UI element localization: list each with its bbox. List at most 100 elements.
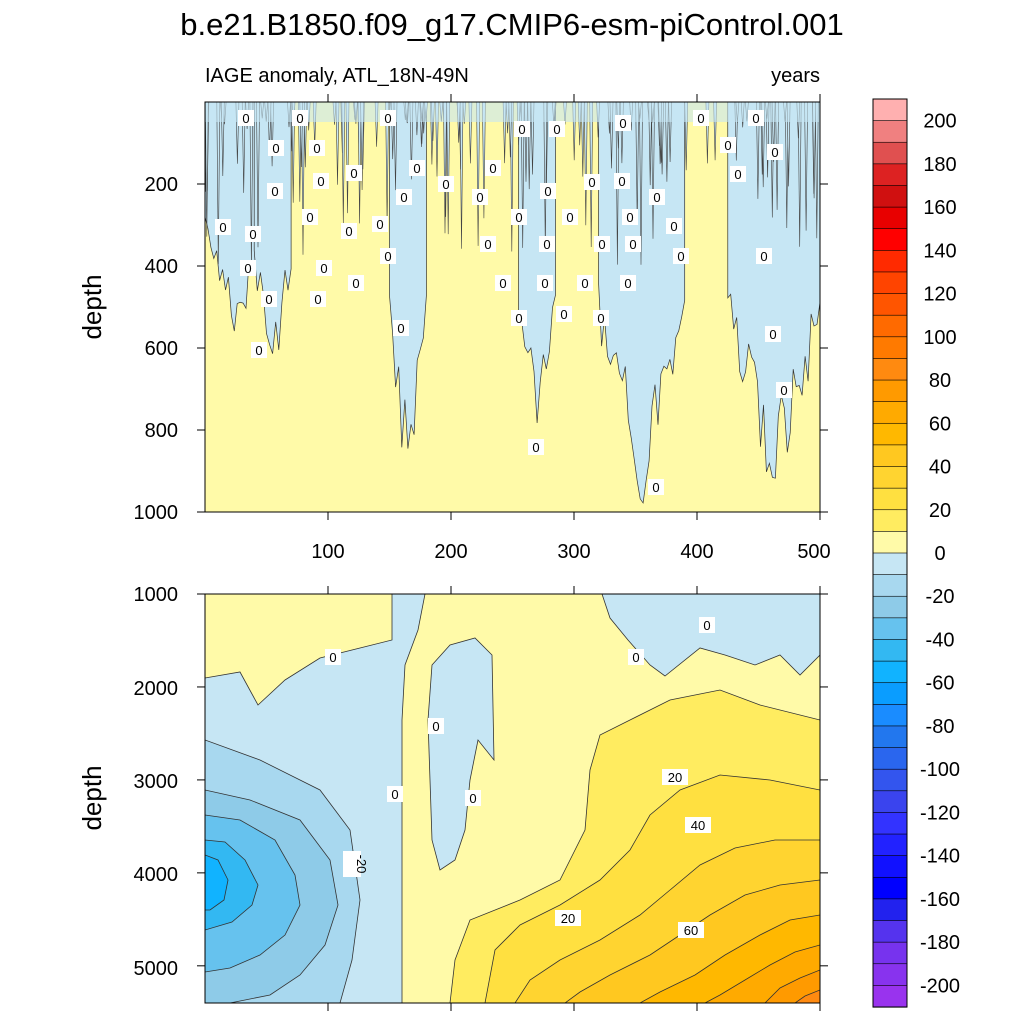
contour-spike [804,102,808,231]
svg-text:0: 0 [499,276,506,291]
contour-label: 0 [251,342,267,358]
svg-text:0: 0 [760,249,767,264]
upper-axis-ticks [197,94,828,520]
colorbar-cell [872,336,908,360]
contour-label: 0 [562,209,578,225]
svg-text:0: 0 [697,111,704,126]
lower-y-tick: 1000 [134,584,179,606]
contour-label: 0 [620,275,636,291]
svg-text:0: 0 [489,161,496,176]
upper-x-tick: 100 [311,541,344,563]
contour-spike [446,102,450,235]
colorbar-cell [872,876,908,900]
contour-label: 0 [348,275,364,291]
svg-text:0: 0 [265,292,272,307]
svg-text:0: 0 [541,276,548,291]
svg-text:0: 0 [769,327,776,342]
colorbar-cell [872,487,908,511]
contour-spike [584,102,588,226]
colorbar-cell [872,812,908,835]
contour-label: 0 [556,306,572,322]
contour-spike [443,102,447,234]
colorbar-cell [872,660,908,684]
contour-label: 0 [341,223,357,239]
contour-label: 0 [648,479,664,495]
svg-text:0: 0 [469,791,476,806]
upper-x-tick: 500 [797,541,830,563]
lower-y-tick: 3000 [134,771,179,793]
contour-label: 0 [549,121,565,137]
contour-label: 0 [699,617,715,633]
contour-label: 0 [776,382,792,398]
colorbar-cell [872,855,908,878]
svg-text:0: 0 [598,237,605,252]
svg-text:20: 20 [561,911,575,926]
svg-text:0: 0 [629,237,636,252]
colorbar-cell [872,466,908,489]
contour-label: 0 [346,165,362,181]
svg-text:0: 0 [553,122,560,137]
contour-label: 0 [302,209,318,225]
svg-text:0: 0 [272,141,279,156]
colorbar-cell [872,293,908,316]
colorbar-cell [872,422,908,446]
contour-label: 0 [584,174,600,190]
contour-label: 0 [594,236,610,252]
colorbar-label: 100 [923,327,956,349]
upper-y-tick: 800 [145,420,178,442]
contour-spike [459,102,464,249]
colorbar-cell [872,250,908,273]
svg-text:0: 0 [780,383,787,398]
svg-text:60: 60 [684,923,698,938]
svg-text:0: 0 [752,111,759,126]
colorbar-cell [872,920,908,943]
lower-y-tick: 2000 [134,678,179,700]
svg-text:0: 0 [397,321,404,336]
svg-text:0: 0 [544,184,551,199]
svg-text:0: 0 [619,116,626,131]
contour-label: 40 [685,817,711,833]
svg-text:0: 0 [384,111,391,126]
svg-text:0: 0 [653,190,660,205]
contour-label: 20 [555,910,581,926]
contour-label: 0 [495,275,511,291]
svg-text:0: 0 [670,219,677,234]
upper-y-tick: 400 [145,256,178,278]
svg-text:0: 0 [317,174,324,189]
contour-label: 0 [245,226,261,242]
colorbar-label: 120 [923,284,956,306]
svg-text:0: 0 [442,177,449,192]
colorbar-cell [872,574,908,597]
colorbar-cell [872,185,908,208]
svg-text:0: 0 [391,787,398,802]
contour-label: 0 [625,236,641,252]
contour-label: 0 [628,649,644,665]
contour-label: 0 [438,176,454,192]
negative-column [727,102,820,479]
colorbar-label: 20 [929,500,951,522]
contour-label: 0 [325,649,341,665]
svg-text:0: 0 [376,217,383,232]
colorbar-label: 40 [929,457,951,479]
contour-spike [520,102,525,248]
colorbar-label: 160 [923,197,956,219]
svg-text:0: 0 [306,210,313,225]
contour-spike [335,102,340,185]
contour-label: 0 [767,144,783,160]
contour-spike [651,102,655,239]
colorbar-cell [872,747,908,770]
contour-spike [205,102,209,237]
contour-spike [476,102,480,246]
colorbar-cell [872,358,908,381]
colorbar-labels: 200180160140120100806040200-20-40-60-80-… [920,111,960,998]
svg-text:0: 0 [597,311,604,326]
contour-label: 0 [409,160,425,176]
contour-label: 0 [316,260,332,276]
contour-label: 0 [465,790,481,806]
svg-text:0: 0 [345,224,352,239]
contour-label: 0 [539,236,555,252]
contour-label: 0 [268,140,284,156]
upper-x-tick: 400 [680,541,713,563]
upper-right-label: years [771,65,820,87]
